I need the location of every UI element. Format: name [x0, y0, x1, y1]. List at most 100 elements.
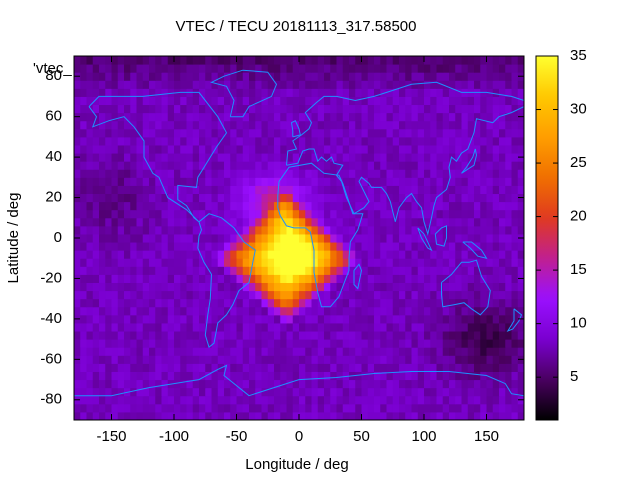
heatmap-cell: [111, 209, 119, 219]
heatmap-cell: [317, 225, 325, 235]
heatmap-cell: [380, 96, 387, 106]
heatmap-cell: [255, 209, 262, 219]
heatmap-cell: [211, 387, 219, 397]
heatmap-cell: [236, 72, 244, 81]
heatmap-cell: [111, 282, 119, 292]
heatmap-cell: [292, 355, 300, 364]
heatmap-cell: [292, 339, 300, 348]
heatmap-cell: [117, 355, 125, 364]
heatmap-cell: [117, 185, 125, 195]
heatmap-cell: [330, 225, 337, 235]
heatmap-cell: [230, 347, 237, 356]
heatmap-cell: [486, 298, 494, 308]
heatmap-cell: [430, 411, 437, 421]
heatmap-cell: [392, 331, 400, 340]
heatmap-cell: [305, 136, 312, 146]
heatmap-cell: [486, 80, 494, 89]
heatmap-cell: [92, 355, 100, 364]
heatmap-cell: [474, 250, 481, 259]
heatmap-cell: [267, 266, 275, 275]
heatmap-cell: [274, 266, 281, 275]
heatmap-cell: [99, 56, 106, 65]
heatmap-cell: [230, 177, 237, 186]
heatmap-cell: [99, 379, 106, 389]
heatmap-cell: [255, 363, 262, 372]
heatmap-cell: [399, 274, 406, 283]
heatmap-cell: [242, 104, 250, 114]
heatmap-cell: [355, 104, 362, 114]
heatmap-cell: [505, 193, 512, 203]
heatmap-cell: [386, 274, 394, 283]
heatmap-cell: [92, 322, 100, 332]
heatmap-cell: [99, 136, 106, 146]
heatmap-cell: [124, 161, 131, 170]
heatmap-cell: [517, 266, 525, 275]
heatmap-cell: [92, 96, 100, 106]
y-tick-label: 20: [45, 189, 62, 206]
heatmap-cell: [467, 355, 475, 364]
heatmap-cell: [80, 347, 87, 356]
heatmap-cell: [486, 128, 494, 138]
heatmap-cell: [217, 395, 225, 405]
heatmap-cell: [92, 193, 100, 203]
heatmap-cell: [211, 250, 219, 259]
heatmap-cell: [330, 282, 337, 292]
heatmap-cell: [74, 371, 81, 381]
heatmap-cell: [136, 144, 144, 154]
heatmap-cell: [180, 233, 187, 243]
heatmap-cell: [499, 242, 506, 251]
heatmap-cell: [455, 128, 462, 138]
heatmap-cell: [155, 306, 162, 316]
heatmap-cell: [474, 80, 481, 89]
heatmap-cell: [392, 322, 400, 332]
heatmap-cell: [336, 282, 344, 292]
heatmap-cell: [99, 128, 106, 138]
heatmap-cell: [386, 104, 394, 114]
heatmap-cell: [380, 403, 387, 413]
heatmap-cell: [217, 411, 225, 421]
heatmap-cell: [92, 314, 100, 324]
heatmap-cell: [467, 96, 475, 106]
heatmap-cell: [486, 363, 494, 372]
heatmap-cell: [411, 411, 419, 421]
heatmap-cell: [342, 153, 350, 162]
heatmap-cell: [242, 274, 250, 283]
heatmap-cell: [461, 411, 469, 421]
heatmap-cell: [199, 355, 206, 364]
heatmap-cell: [330, 144, 337, 154]
heatmap-cell: [124, 153, 131, 162]
heatmap-cell: [492, 88, 500, 97]
heatmap-cell: [186, 395, 194, 405]
heatmap-cell: [267, 112, 275, 122]
heatmap-cell: [517, 379, 525, 389]
heatmap-cell: [511, 379, 519, 389]
heatmap-cell: [511, 185, 519, 195]
heatmap-cell: [455, 185, 462, 195]
heatmap-cell: [424, 201, 431, 211]
heatmap-cell: [217, 298, 225, 308]
heatmap-cell: [286, 395, 294, 405]
heatmap-cell: [505, 112, 512, 122]
heatmap-cell: [174, 104, 181, 114]
heatmap-cell: [449, 298, 456, 308]
heatmap-cell: [161, 274, 169, 283]
heatmap-cell: [492, 331, 500, 340]
heatmap-cell: [517, 96, 525, 106]
heatmap-cell: [367, 153, 375, 162]
heatmap-cell: [124, 217, 131, 227]
heatmap-cell: [461, 144, 469, 154]
heatmap-cell: [449, 258, 456, 267]
heatmap-cell: [517, 306, 525, 316]
heatmap-cell: [211, 306, 219, 316]
heatmap-cell: [342, 355, 350, 364]
heatmap-cell: [286, 379, 294, 389]
heatmap-cell: [242, 72, 250, 81]
heatmap-cell: [499, 306, 506, 316]
heatmap-cell: [299, 177, 306, 186]
heatmap-cell: [180, 331, 187, 340]
heatmap-cell: [155, 331, 162, 340]
heatmap-cell: [455, 242, 462, 251]
heatmap-cell: [311, 242, 319, 251]
heatmap-cell: [342, 403, 350, 413]
heatmap-cell: [249, 274, 256, 283]
